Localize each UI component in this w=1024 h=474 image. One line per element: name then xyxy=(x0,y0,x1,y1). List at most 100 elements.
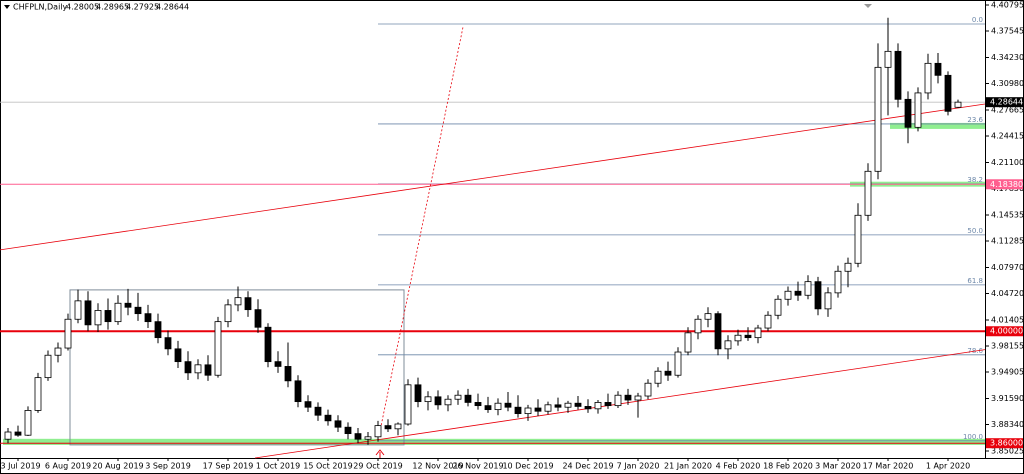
candle-body xyxy=(254,309,262,328)
menu-icon[interactable] xyxy=(4,5,10,9)
candle-body xyxy=(834,270,842,294)
candle-body xyxy=(294,380,302,403)
y-tick-label: 3.98155 xyxy=(991,341,1024,350)
x-tick-label: 15 Oct 2019 xyxy=(303,462,352,471)
candle-body xyxy=(354,433,362,440)
candle-body xyxy=(234,297,242,306)
y-tick-label: 4.30980 xyxy=(991,79,1024,88)
candle-body xyxy=(664,370,672,376)
candle-body xyxy=(14,431,22,436)
candle-body xyxy=(244,297,252,311)
candle-body xyxy=(84,300,92,326)
candle-body xyxy=(454,394,462,400)
open-value: 4.28005 xyxy=(66,3,99,12)
candle-body xyxy=(154,321,162,339)
candle-body xyxy=(484,405,492,411)
candle-body xyxy=(944,74,952,112)
support-zone xyxy=(3,438,985,445)
candle-body xyxy=(824,292,832,310)
candle-body xyxy=(64,318,72,349)
candle-body xyxy=(704,313,712,320)
candle-body xyxy=(274,361,282,367)
candle-body xyxy=(744,334,752,339)
candle-body xyxy=(284,366,292,382)
candle-body xyxy=(894,50,902,100)
candle-body xyxy=(174,348,182,363)
candle-body xyxy=(654,370,662,384)
candle-body xyxy=(464,394,472,403)
candle-body xyxy=(384,425,392,430)
price-tag-label: 4.28644 xyxy=(990,98,1023,107)
symbol-label: CHFPLN,Daily xyxy=(13,3,68,12)
range-box xyxy=(69,289,405,446)
y-tick-label: 4.11285 xyxy=(991,236,1024,245)
candle-body xyxy=(194,364,202,374)
y-tick-label: 4.21100 xyxy=(991,158,1024,167)
x-tick-label: 17 Sep 2019 xyxy=(203,462,254,471)
y-tick-label: 3.94905 xyxy=(991,367,1024,376)
fib-label: 100.0 xyxy=(963,433,983,441)
x-tick-label: 21 Jan 2020 xyxy=(664,462,712,471)
candle-body xyxy=(404,384,412,425)
candle-body xyxy=(884,50,892,68)
x-tick-label: 3 Sep 2019 xyxy=(145,462,191,471)
x-tick-label: 3 Mar 2020 xyxy=(815,462,861,471)
candle-body xyxy=(584,406,592,410)
candle-body xyxy=(724,340,732,350)
low-value: 4.27925 xyxy=(126,3,159,12)
candle-body xyxy=(594,402,602,410)
candle-body xyxy=(264,326,272,363)
level-tag-label: 3.86000 xyxy=(990,439,1023,448)
candle-body xyxy=(504,402,512,408)
y-tick-label: 4.01405 xyxy=(991,316,1024,325)
candle-body xyxy=(394,423,402,430)
candle-body xyxy=(114,302,122,323)
candle-body xyxy=(544,404,552,412)
candle-body xyxy=(304,401,312,408)
x-tick-label: 1 Apr 2020 xyxy=(926,462,970,471)
x-tick-label: 29 Oct 2019 xyxy=(353,462,402,471)
x-tick-label: 12 Nov 2019 xyxy=(412,462,463,471)
candle-body xyxy=(524,407,532,415)
y-tick-label: 4.07970 xyxy=(991,263,1024,272)
x-tick-label: 18 Feb 2020 xyxy=(763,462,813,471)
level-tag xyxy=(986,326,1023,337)
candle-body xyxy=(604,402,612,407)
candle-body xyxy=(314,406,322,416)
candle-body xyxy=(44,354,52,379)
candle-body xyxy=(424,396,432,403)
x-tick-label: 6 Aug 2019 xyxy=(45,462,91,471)
trendline xyxy=(0,103,986,251)
candle-body xyxy=(4,431,12,440)
candle-body xyxy=(474,402,482,407)
candle-body xyxy=(494,402,502,411)
candle-body xyxy=(644,382,652,397)
candle-body xyxy=(144,313,152,323)
y-tick-label: 3.85025 xyxy=(991,447,1024,456)
x-tick-label: 10 Dec 2019 xyxy=(502,462,553,471)
y-tick-label: 4.27665 xyxy=(991,106,1024,115)
candle-body xyxy=(854,214,862,264)
candle-body xyxy=(904,98,912,128)
candle-body xyxy=(844,262,852,272)
candle-body xyxy=(624,394,632,401)
candle-body xyxy=(764,314,772,329)
x-tick-label: 26 Nov 2019 xyxy=(452,462,503,471)
candle-body xyxy=(514,406,522,415)
y-tick-label: 4.24415 xyxy=(991,131,1024,140)
candle-body xyxy=(184,361,192,374)
candle-body xyxy=(224,304,232,323)
close-value: 4.28644 xyxy=(156,3,189,12)
level-tag xyxy=(986,179,1023,190)
y-tick-label: 4.04720 xyxy=(991,289,1024,298)
candle-body xyxy=(794,290,802,296)
x-tick-label: 23 Jul 2019 xyxy=(0,462,41,471)
candle-body xyxy=(684,332,692,353)
x-tick-label: 4 Feb 2020 xyxy=(716,462,761,471)
candle-body xyxy=(734,334,742,342)
candle-body xyxy=(634,395,642,401)
price-tag xyxy=(986,97,1023,108)
candle-body xyxy=(864,170,872,216)
